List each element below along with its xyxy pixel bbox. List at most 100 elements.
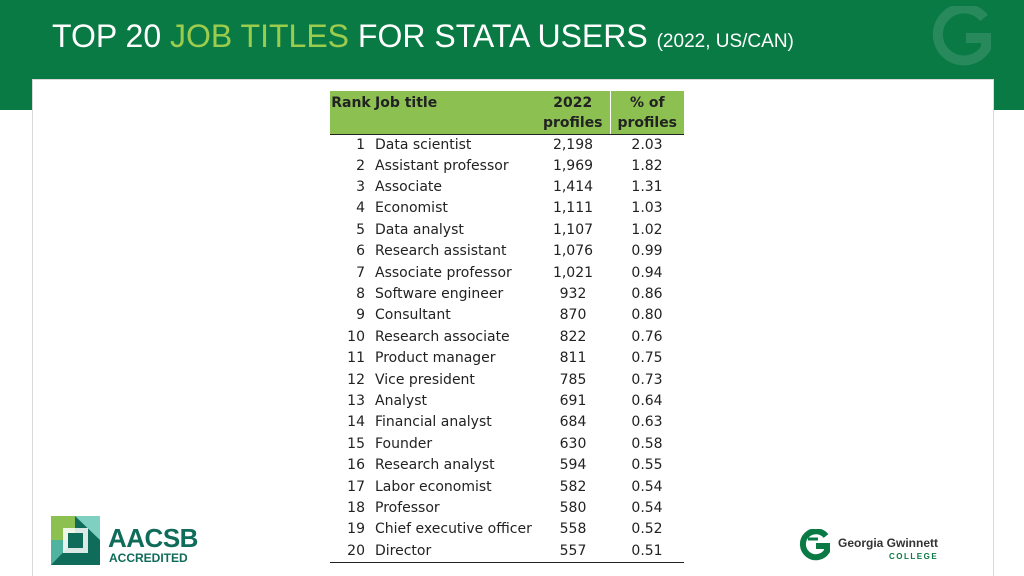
cell-percent: 0.94 (631, 264, 663, 281)
aacsb-sub: ACCREDITED (109, 551, 188, 565)
page-title: TOP 20 JOB TITLES FOR STATA USERS (2022,… (52, 16, 794, 56)
cell-rank: 1 (356, 136, 365, 153)
table-row: 18 Professor 580 0.54 (330, 498, 684, 519)
cell-rank: 14 (347, 414, 365, 431)
ggc-sub: COLLEGE (889, 552, 939, 561)
title-part-3: FOR STATA USERS (349, 18, 657, 54)
cell-job-title: Product manager (375, 350, 496, 367)
watermark-g-icon (932, 6, 991, 66)
cell-job-title: Financial analyst (375, 414, 492, 431)
cell-profiles: 594 (559, 457, 587, 474)
cell-rank: 6 (356, 243, 365, 260)
cell-job-title: Data scientist (375, 136, 472, 153)
table-row: 14 Financial analyst 684 0.63 (330, 412, 684, 433)
table-row: 8 Software engineer 932 0.86 (330, 284, 684, 305)
cell-profiles: 630 (559, 435, 587, 452)
table-row: 16 Research analyst 594 0.55 (330, 455, 684, 476)
cell-percent: 0.63 (631, 414, 663, 431)
cell-rank: 20 (330, 540, 372, 563)
cell-profiles: 580 (559, 499, 587, 516)
cell-profiles: 932 (559, 286, 587, 303)
cell-percent: 0.51 (610, 540, 684, 563)
cell-rank: 13 (347, 392, 365, 409)
table-row: 13 Analyst 691 0.64 (330, 391, 684, 412)
cell-profiles: 1,969 (552, 157, 594, 174)
job-titles-table: Rank Job title 2022 profiles % of profiles… (330, 91, 684, 563)
table-row: 10 Research associate 822 0.76 (330, 327, 684, 348)
header-profiles-line2: profiles (542, 115, 603, 131)
aacsb-logo: AACSB ACCREDITED (51, 516, 201, 566)
cell-percent: 0.55 (631, 457, 663, 474)
cell-job-title: Director (372, 540, 536, 563)
aacsb-icon (51, 516, 100, 565)
table-row: 1 Data scientist 2,198 2.03 (330, 134, 684, 156)
header-rank: Rank (330, 91, 372, 135)
cell-rank: 16 (347, 457, 365, 474)
cell-job-title: Analyst (375, 392, 427, 409)
cell-rank: 8 (356, 286, 365, 303)
cell-percent: 0.54 (631, 499, 663, 516)
cell-percent: 0.73 (631, 371, 663, 388)
cell-job-title: Professor (375, 499, 440, 516)
cell-rank: 11 (347, 350, 365, 367)
cell-percent: 0.75 (631, 350, 663, 367)
cell-profiles: 811 (559, 350, 587, 367)
header-percent-line1: % of (629, 95, 665, 111)
cell-rank: 2 (356, 157, 365, 174)
table-row: 7 Associate professor 1,021 0.94 (330, 262, 684, 283)
cell-profiles: 557 (536, 540, 610, 563)
cell-job-title: Associate (375, 179, 442, 196)
cell-rank: 3 (356, 179, 365, 196)
cell-profiles: 1,414 (552, 179, 594, 196)
cell-profiles: 1,076 (552, 243, 594, 260)
cell-percent: 1.31 (631, 179, 663, 196)
title-accent: JOB TITLES (170, 18, 350, 54)
title-subtitle: (2022, US/CAN) (656, 31, 794, 52)
cell-percent: 2.03 (631, 136, 663, 153)
cell-profiles: 1,021 (552, 264, 594, 281)
table-row: 12 Vice president 785 0.73 (330, 369, 684, 390)
table-row: 11 Product manager 811 0.75 (330, 348, 684, 369)
cell-job-title: Economist (375, 200, 448, 217)
cell-percent: 0.52 (631, 521, 663, 538)
table-body: 1 Data scientist 2,198 2.03 2 Assistant profe… (330, 134, 684, 563)
cell-rank: 10 (347, 328, 365, 345)
table-row: 3 Associate 1,414 1.31 (330, 177, 684, 198)
header-profiles: 2022 profiles (536, 91, 611, 135)
cell-job-title: Research assistant (375, 243, 507, 260)
table-row: 20 Director 557 0.51 (330, 540, 684, 563)
table-row: 6 Research assistant 1,076 0.99 (330, 241, 684, 262)
cell-percent: 0.54 (631, 478, 663, 495)
header-job-title: Job title (372, 91, 536, 135)
table-row: 2 Assistant professor 1,969 1.82 (330, 156, 684, 177)
cell-job-title: Associate professor (375, 264, 512, 281)
cell-job-title: Chief executive officer (375, 521, 532, 538)
table-header-row: Rank Job title 2022 profiles % of profiles (330, 91, 684, 135)
cell-percent: 0.58 (631, 435, 663, 452)
cell-rank: 17 (347, 478, 365, 495)
cell-job-title: Labor economist (375, 478, 492, 495)
table-row: 17 Labor economist 582 0.54 (330, 476, 684, 497)
cell-percent: 0.99 (631, 243, 663, 260)
cell-rank: 7 (356, 264, 365, 281)
cell-job-title: Research associate (375, 328, 510, 345)
cell-profiles: 785 (559, 371, 587, 388)
cell-percent: 0.76 (631, 328, 663, 345)
aacsb-name: AACSB (108, 523, 198, 553)
cell-rank: 5 (356, 221, 365, 238)
cell-profiles: 691 (559, 392, 587, 409)
cell-job-title: Vice president (375, 371, 475, 388)
header-percent: % of profiles (610, 91, 684, 135)
table-row: 19 Chief executive officer 558 0.52 (330, 519, 684, 540)
cell-profiles: 1,107 (552, 221, 594, 238)
ggc-name: Georgia Gwinnett (838, 536, 939, 550)
cell-profiles: 822 (559, 328, 587, 345)
cell-job-title: Software engineer (375, 286, 504, 303)
table-row: 9 Consultant 870 0.80 (330, 305, 684, 326)
cell-profiles: 870 (559, 307, 587, 324)
cell-percent: 0.86 (631, 286, 663, 303)
cell-profiles: 558 (559, 521, 587, 538)
cell-job-title: Assistant professor (375, 157, 509, 174)
cell-job-title: Data analyst (375, 221, 464, 238)
ggc-g-icon (799, 529, 830, 561)
